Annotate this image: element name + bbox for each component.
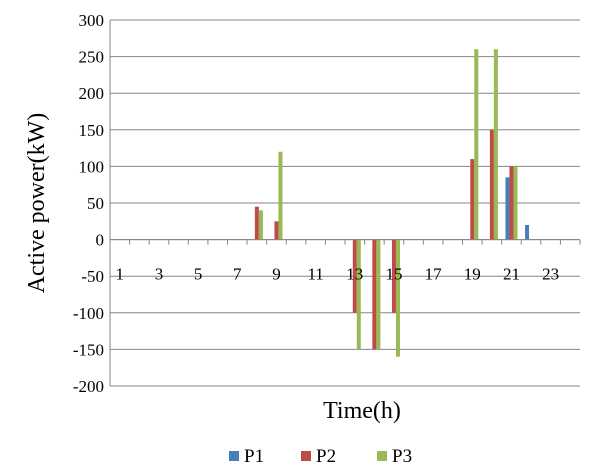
bar-p3-20: [493, 49, 498, 240]
bar-p2-8: [254, 206, 259, 240]
x-tick-label: 11: [307, 265, 323, 284]
bar-p2-9: [274, 221, 279, 240]
bar-p2-20: [489, 129, 494, 240]
legend-label-p3: P3: [392, 446, 412, 467]
y-tick-label: -150: [73, 340, 104, 359]
legend-label-p1: P1: [244, 446, 264, 467]
bar-p3-15: [395, 239, 400, 357]
legend-swatch-p2: [301, 451, 311, 461]
x-tick-label: 7: [233, 265, 242, 284]
bar-p1-22: [525, 224, 530, 240]
bar-p3-8: [258, 210, 263, 240]
bar-p2-19: [470, 159, 475, 240]
bar-p3-9: [278, 151, 283, 240]
y-tick-label: 250: [79, 48, 105, 67]
legend: P1 P2 P3: [229, 446, 412, 467]
bar-p3-13: [356, 239, 361, 350]
y-tick-label: 300: [79, 11, 105, 30]
legend-label-p2: P2: [316, 446, 336, 467]
bars: [254, 49, 530, 357]
x-tick-label: 13: [346, 265, 363, 284]
legend-swatch-p3: [377, 451, 387, 461]
y-axis-title: Active power(kW): [24, 113, 50, 294]
y-tick-label: -200: [73, 377, 104, 396]
y-tick-label: 50: [87, 194, 104, 213]
y-tick-label: -100: [73, 304, 104, 323]
bar-p2-21: [509, 166, 514, 240]
bar-p3-21: [513, 166, 518, 240]
y-tick-label: 150: [79, 121, 105, 140]
axes: [109, 20, 581, 386]
y-tick-label: -50: [81, 267, 104, 286]
x-tick-label: 9: [272, 265, 281, 284]
x-tick-label: 21: [503, 265, 520, 284]
bar-p3-19: [474, 49, 479, 240]
y-tick-label: 0: [96, 231, 105, 250]
y-tick-label: 200: [79, 84, 105, 103]
x-tick-label: 19: [464, 265, 481, 284]
x-tick-label: 1: [116, 265, 125, 284]
bar-p3-14: [376, 239, 381, 350]
bar-p2-15: [391, 239, 396, 313]
bar-p2-13: [352, 239, 357, 313]
x-tick-label: 5: [194, 265, 203, 284]
x-tick-label: 15: [385, 265, 402, 284]
x-axis-title: Time(h): [323, 398, 401, 424]
x-tick-label: 17: [425, 265, 443, 284]
x-tick-label: 3: [155, 265, 164, 284]
legend-swatch-p1: [229, 451, 239, 461]
x-tick-label: 23: [542, 265, 559, 284]
bar-p2-14: [372, 239, 377, 350]
bar-p1-21: [505, 177, 510, 240]
y-tick-label: 100: [79, 157, 105, 176]
